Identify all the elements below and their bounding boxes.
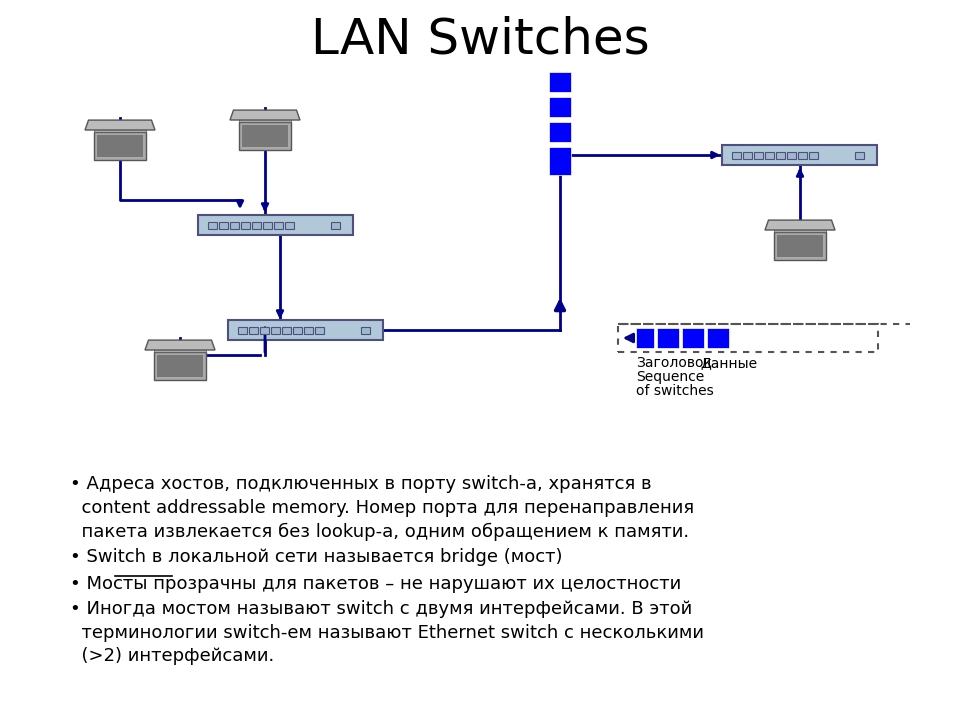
Text: Заголовок: Заголовок	[636, 356, 712, 370]
Bar	[219, 222, 228, 228]
Bar	[549, 72, 571, 92]
Text: • Адреса хостов, подключенных в порту switch-а, хранятся в
  content addressable: • Адреса хостов, подключенных в порту sw…	[70, 475, 694, 541]
Bar	[271, 326, 279, 333]
Bar	[361, 326, 370, 333]
Bar	[315, 326, 324, 333]
Bar	[229, 222, 238, 228]
Polygon shape	[765, 220, 835, 230]
Bar	[765, 151, 775, 158]
Bar	[549, 122, 571, 142]
Bar	[274, 222, 282, 228]
Polygon shape	[239, 122, 291, 150]
Bar	[198, 215, 352, 235]
Bar	[259, 326, 269, 333]
Bar	[241, 222, 250, 228]
Polygon shape	[230, 110, 300, 120]
Bar	[249, 326, 257, 333]
Polygon shape	[154, 352, 206, 379]
Bar	[281, 326, 291, 333]
Bar	[799, 151, 807, 158]
Polygon shape	[156, 355, 204, 377]
Text: Данные: Данные	[700, 356, 757, 370]
Bar	[723, 145, 877, 165]
Text: • Switch в локальной сети называется bridge (мост): • Switch в локальной сети называется bri…	[70, 548, 563, 566]
Bar	[154, 348, 206, 352]
Bar	[303, 326, 313, 333]
Bar	[787, 151, 797, 158]
Polygon shape	[94, 132, 146, 160]
Bar	[94, 128, 146, 132]
Bar	[228, 320, 382, 340]
Bar	[237, 326, 247, 333]
Bar	[755, 151, 763, 158]
Polygon shape	[242, 125, 288, 146]
Bar	[636, 328, 654, 348]
Bar	[774, 228, 827, 232]
Bar	[657, 328, 679, 348]
Text: of switches: of switches	[636, 384, 713, 398]
Bar	[293, 326, 301, 333]
Bar	[239, 118, 291, 122]
Bar	[809, 151, 819, 158]
Polygon shape	[97, 135, 143, 156]
Polygon shape	[85, 120, 155, 130]
Bar	[252, 222, 260, 228]
Polygon shape	[777, 235, 824, 256]
Polygon shape	[145, 340, 215, 350]
Bar	[262, 222, 272, 228]
Bar	[743, 151, 753, 158]
Bar	[707, 328, 729, 348]
Bar	[732, 151, 741, 158]
Bar	[777, 151, 785, 158]
Text: LAN Switches: LAN Switches	[311, 15, 649, 63]
Polygon shape	[774, 232, 827, 259]
Text: Sequence: Sequence	[636, 370, 705, 384]
Bar	[855, 151, 865, 158]
Text: • Иногда мостом называют switch с двумя интерфейсами. В этой
  терминологии swit: • Иногда мостом называют switch с двумя …	[70, 600, 704, 665]
Bar	[207, 222, 217, 228]
Bar	[549, 97, 571, 117]
Text: • Мосты прозрачны для пакетов – не нарушают их целостности: • Мосты прозрачны для пакетов – не наруш…	[70, 575, 682, 593]
Bar	[549, 147, 571, 175]
Bar	[330, 222, 340, 228]
Bar	[682, 328, 704, 348]
Bar	[284, 222, 294, 228]
